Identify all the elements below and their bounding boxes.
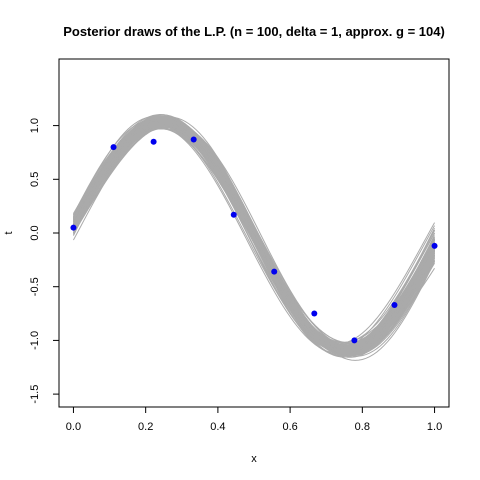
y-tick-label: -0.5 xyxy=(29,277,41,296)
y-axis: -1.5 -1.0 -0.5 0.0 0.5 1.0 xyxy=(29,118,60,404)
observed-points xyxy=(70,136,438,344)
y-tick-label: 0.0 xyxy=(29,225,41,240)
x-tick-label: 0.4 xyxy=(210,421,225,433)
posterior-draw-line xyxy=(72,121,436,356)
data-point xyxy=(271,268,278,275)
x-tick-label: 0.0 xyxy=(66,421,81,433)
y-axis-label: t xyxy=(3,231,15,234)
chart-title: Posterior draws of the L.P. (n = 100, de… xyxy=(63,24,445,39)
data-point xyxy=(70,224,77,231)
x-axis: 0.0 0.2 0.4 0.6 0.8 1.0 xyxy=(66,406,442,433)
x-tick-label: 0.8 xyxy=(355,421,370,433)
posterior-draws xyxy=(72,114,436,361)
posterior-draw-line xyxy=(72,116,436,355)
posterior-draw-line xyxy=(73,125,435,354)
x-tick-label: 0.2 xyxy=(138,421,153,433)
x-tick-label: 1.0 xyxy=(427,421,442,433)
x-tick-label: 0.6 xyxy=(282,421,297,433)
y-tick-label: 1.0 xyxy=(29,118,41,133)
posterior-draw-line xyxy=(73,124,435,354)
data-point xyxy=(351,337,358,344)
data-point xyxy=(150,138,157,145)
data-point xyxy=(230,211,237,218)
y-tick-label: -1.5 xyxy=(29,385,41,404)
data-point xyxy=(311,310,318,317)
y-tick-label: -1.0 xyxy=(29,331,41,350)
data-point xyxy=(110,144,117,151)
data-point xyxy=(431,242,438,249)
x-axis-label: x xyxy=(251,453,257,465)
posterior-draw-line xyxy=(72,119,436,352)
data-point xyxy=(190,136,197,143)
y-tick-label: 0.5 xyxy=(29,172,41,187)
data-point xyxy=(391,301,398,308)
